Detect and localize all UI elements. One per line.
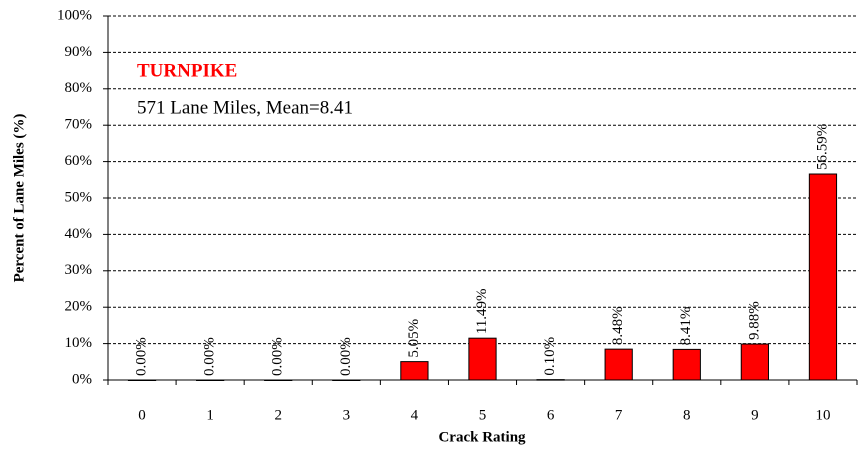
y-tick-label: 50% — [65, 189, 93, 205]
y-tick-label: 40% — [65, 226, 93, 242]
bar — [536, 379, 565, 381]
x-tick-label: 3 — [343, 407, 351, 423]
data-label: 56.59% — [814, 124, 830, 170]
data-label: 0.00% — [133, 337, 149, 376]
data-label: 9.88% — [746, 301, 762, 340]
data-label: 0.00% — [338, 337, 354, 376]
x-tick-label: 6 — [547, 407, 555, 423]
data-label: 11.49% — [474, 288, 490, 334]
y-tick-label: 80% — [65, 80, 93, 96]
bar — [468, 337, 497, 381]
bar — [400, 361, 429, 381]
x-axis-label: Crack Rating — [438, 429, 526, 445]
x-tick-label: 7 — [615, 407, 623, 423]
y-tick-label: 100% — [57, 7, 92, 23]
x-tick-label: 1 — [206, 407, 214, 423]
data-label: 0.10% — [542, 337, 558, 376]
data-label: 8.48% — [610, 306, 626, 345]
y-tick-label: 70% — [65, 117, 93, 133]
bar — [196, 379, 225, 381]
x-tick-label: 10 — [815, 407, 830, 423]
bar — [332, 379, 361, 381]
y-axis-label: Percent of Lane Miles (%) — [11, 114, 27, 283]
y-tick-label: 0% — [72, 371, 92, 387]
y-tick-label: 60% — [65, 153, 93, 169]
data-label: 0.00% — [202, 337, 218, 376]
bar — [808, 173, 838, 381]
annotation-subtitle: 571 Lane Miles, Mean=8.41 — [137, 97, 353, 118]
bar — [264, 379, 293, 381]
x-tick-label: 2 — [274, 407, 282, 423]
x-tick-label: 4 — [411, 407, 419, 423]
data-label: 0.00% — [270, 337, 286, 376]
y-tick-label: 90% — [65, 44, 93, 60]
y-tick-label: 30% — [65, 262, 93, 278]
bar — [604, 348, 633, 381]
bar — [672, 348, 701, 381]
data-label: 8.41% — [678, 307, 694, 346]
bar — [740, 343, 769, 381]
x-tick-label: 5 — [479, 407, 487, 423]
bar — [127, 379, 157, 381]
y-tick-label: 20% — [65, 299, 93, 315]
y-tick-label: 10% — [65, 335, 93, 351]
annotation-title: TURNPIKE — [137, 60, 237, 81]
x-tick-label: 8 — [683, 407, 691, 423]
x-tick-label: 0 — [138, 407, 146, 423]
x-tick-label: 9 — [751, 407, 759, 423]
data-label: 5.05% — [406, 319, 422, 358]
